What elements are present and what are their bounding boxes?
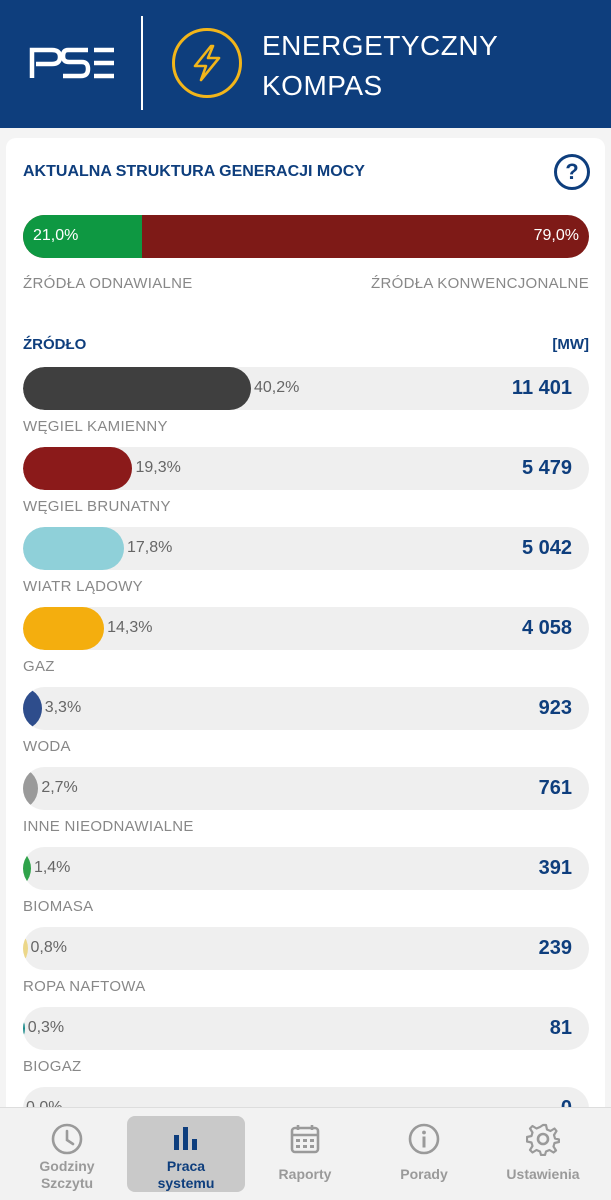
source-bar-track: 17,8% 5 042	[23, 527, 589, 570]
lightning-bolt-icon	[172, 28, 242, 98]
source-power-mw: 923	[538, 697, 572, 719]
source-percent: 1,4%	[33, 859, 71, 876]
source-bar-fill	[23, 687, 42, 730]
source-row: 1,4% 391 BIOMASA	[23, 847, 589, 927]
source-row: 19,3% 5 479 WĘGIEL BRUNATNY	[23, 447, 589, 527]
calendar-icon	[246, 1122, 364, 1156]
source-bar-fill	[23, 447, 133, 490]
source-bar-fill	[23, 527, 124, 570]
nav-label: Praca	[166, 1158, 206, 1174]
source-bar-track: 1,4% 391	[23, 847, 589, 890]
source-percent: 40,2%	[254, 379, 300, 396]
source-bar-fill	[23, 927, 28, 970]
renewable-percent: 21,0%	[33, 227, 79, 244]
help-icon[interactable]: ?	[554, 154, 590, 190]
source-bar-fill	[23, 607, 105, 650]
clock-icon	[8, 1122, 126, 1156]
source-bar-track: 0,8% 239	[23, 927, 589, 970]
source-bar-track: 0,3% 81	[23, 1007, 589, 1050]
gear-icon	[484, 1122, 602, 1156]
source-bar-track: 3,3% 923	[23, 687, 589, 730]
source-power-mw: 81	[549, 1017, 572, 1039]
source-row: 14,3% 4 058 GAZ	[23, 607, 589, 687]
source-percent: 2,7%	[41, 779, 78, 796]
source-power-mw: 4 058	[521, 617, 572, 639]
app-header: ENERGETYCZNY KOMPAS	[0, 0, 611, 128]
source-label: WĘGIEL KAMIENNY	[23, 418, 168, 435]
bar-chart-icon	[127, 1122, 245, 1156]
source-row: 2,7% 761 INNE NIEODNAWIALNE	[23, 767, 589, 847]
source-percent: 0,8%	[30, 939, 67, 956]
source-row: 0,8% 239 ROPA NAFTOWA	[23, 927, 589, 1007]
source-row: 17,8% 5 042 WIATR LĄDOWY	[23, 527, 589, 607]
source-bar-track: 40,2% 11 401	[23, 367, 589, 410]
column-header-source: ŹRÓDŁO	[23, 336, 87, 353]
renewable-share-fill	[23, 215, 142, 258]
source-percent: 0,3%	[27, 1019, 65, 1036]
source-bar-track: 14,3% 4 058	[23, 607, 589, 650]
source-bar-fill	[23, 1007, 25, 1050]
source-label: BIOMASA	[23, 898, 94, 915]
source-label: ROPA NAFTOWA	[23, 978, 146, 995]
source-row: 0,3% 81 BIOGAZ	[23, 1007, 589, 1087]
source-bar-fill	[23, 767, 39, 810]
source-percent: 14,3%	[107, 619, 153, 636]
nav-label: Porady	[400, 1166, 448, 1182]
nav-item-porady[interactable]: Porady	[365, 1116, 483, 1192]
nav-item-raporty[interactable]: Raporty	[246, 1116, 364, 1192]
source-row: 3,3% 923 WODA	[23, 687, 589, 767]
source-bar-track: 2,7% 761	[23, 767, 589, 810]
renewable-conventional-bar: 21,0% 79,0%	[23, 215, 589, 258]
source-label: WĘGIEL BRUNATNY	[23, 498, 171, 515]
info-icon	[365, 1122, 483, 1156]
nav-item-praca[interactable]: Praca systemu	[127, 1116, 245, 1192]
nav-label: Godziny	[39, 1158, 95, 1174]
source-power-mw: 761	[538, 777, 572, 799]
nav-item-ustawienia[interactable]: Ustawienia	[484, 1116, 602, 1192]
pse-logo	[29, 47, 114, 79]
source-label: WODA	[23, 738, 71, 755]
source-power-mw: 5 479	[521, 457, 572, 479]
section-title: AKTUALNA STRUKTURA GENERACJI MOCY	[23, 163, 365, 180]
app-title-line1: ENERGETYCZNY	[262, 30, 499, 61]
source-percent: 19,3%	[135, 459, 181, 476]
nav-label: systemu	[157, 1175, 215, 1191]
source-bar-fill	[23, 367, 251, 410]
app-title: ENERGETYCZNY KOMPAS	[262, 26, 498, 106]
conventional-label: ŹRÓDŁA KONWENCJONALNE	[371, 275, 589, 292]
source-power-mw: 5 042	[521, 537, 572, 559]
source-power-mw: 239	[538, 937, 572, 959]
source-list: 40,2% 11 401 WĘGIEL KAMIENNY 19,3% 5 479 WĘGI…	[23, 367, 589, 1167]
generation-structure-card: AKTUALNA STRUKTURA GENERACJI MOCY ? 21,0…	[6, 138, 605, 1200]
nav-label: Ustawienia	[506, 1166, 580, 1182]
source-label: GAZ	[23, 658, 55, 675]
header-divider	[141, 16, 143, 110]
source-power-mw: 391	[538, 857, 572, 879]
source-label: INNE NIEODNAWIALNE	[23, 818, 194, 835]
bottom-navigation: Godziny Szczytu Praca systemu Raporty Porady U…	[0, 1107, 611, 1200]
conventional-percent: 79,0%	[533, 227, 579, 244]
app-title-line2: KOMPAS	[262, 70, 383, 101]
source-label: WIATR LĄDOWY	[23, 578, 143, 595]
source-power-mw: 11 401	[511, 377, 572, 399]
source-row: 40,2% 11 401 WĘGIEL KAMIENNY	[23, 367, 589, 447]
source-percent: 17,8%	[126, 539, 173, 556]
source-bar-fill	[23, 847, 31, 890]
nav-item-godziny[interactable]: Godziny Szczytu	[8, 1116, 126, 1192]
column-header-unit: [MW]	[552, 336, 589, 353]
source-bar-track: 19,3% 5 479	[23, 447, 589, 490]
source-label: BIOGAZ	[23, 1058, 82, 1075]
renewable-label: ŹRÓDŁA ODNAWIALNE	[23, 275, 193, 292]
nav-label: Szczytu	[40, 1175, 94, 1191]
source-percent: 3,3%	[44, 699, 82, 716]
nav-label: Raporty	[278, 1166, 332, 1182]
